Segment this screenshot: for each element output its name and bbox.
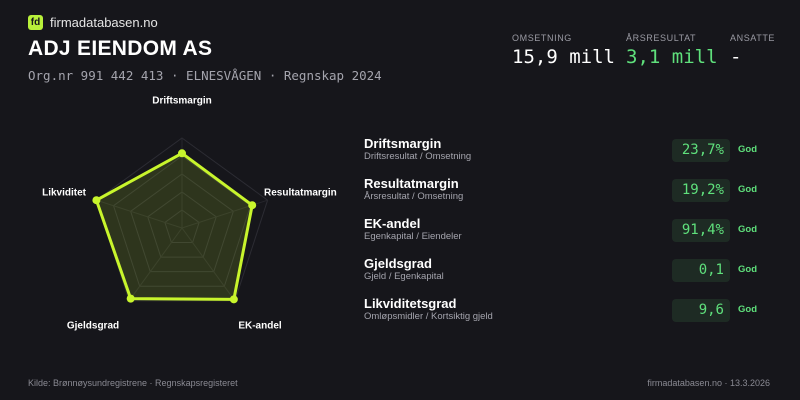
metric-value: 91,4% <box>672 219 730 242</box>
metric-name: EK-andel <box>364 216 421 231</box>
metric-value: 23,7% <box>672 139 730 162</box>
axis-spoke <box>96 199 183 229</box>
metric-rating: God <box>738 304 757 315</box>
grid-ring <box>164 209 200 244</box>
metric-name: Driftsmargin <box>364 136 442 151</box>
stat-label: ÅRSRESULTAT <box>626 33 697 43</box>
company-info: Org.nr 991 442 413 · ELNESVÅGEN · Regnsk… <box>28 68 382 83</box>
site-name: firmadatabasen.no <box>50 15 158 30</box>
axis-label: EK-andel <box>238 321 282 332</box>
metric-formula: Årsresultat / Omsetning <box>364 191 464 202</box>
axis-label: Resultatmargin <box>264 188 337 199</box>
metric-formula: Egenkapital / Eiendeler <box>364 231 462 242</box>
stat-value: - <box>730 46 742 68</box>
stat-value: 15,9 mill <box>512 46 615 68</box>
stat-value: 3,1 mill <box>626 46 718 68</box>
metric-name: Gjeldsgrad <box>364 256 432 271</box>
metric-value: 0,1 <box>672 259 730 282</box>
grid-ring <box>147 191 217 258</box>
radar-point <box>126 294 135 303</box>
metric-formula: Driftsresultat / Omsetning <box>364 151 472 162</box>
radar-point <box>92 196 101 205</box>
axis-label: Likviditet <box>42 188 87 199</box>
metric-value: 19,2% <box>672 179 730 202</box>
metric-rating: God <box>738 264 757 275</box>
grid-ring <box>112 155 252 287</box>
footer-site: firmadatabasen.no · 13.3.2026 <box>647 378 770 388</box>
stat-label: OMSETNING <box>512 33 572 43</box>
axis-label: Driftsmargin <box>152 96 211 107</box>
logo: fd <box>28 15 43 30</box>
axis-label: Gjeldsgrad <box>67 321 119 332</box>
radar-point <box>178 149 186 158</box>
radar-point <box>248 201 257 210</box>
metric-rating: God <box>738 144 757 155</box>
metric-rating: God <box>738 224 757 235</box>
source: Kilde: Brønnøysundregistrene · Regnskaps… <box>28 378 238 388</box>
metric-formula: Gjeld / Egenkapital <box>364 271 444 282</box>
stat-label: ANSATTE <box>730 33 776 43</box>
metric-name: Likviditetsgrad <box>364 296 457 311</box>
radar-point <box>229 295 238 304</box>
metric-name: Resultatmargin <box>364 176 459 191</box>
axis-spoke <box>128 227 183 302</box>
company-title: ADJ EIENDOM AS <box>28 37 213 60</box>
metric-value: 9,6 <box>672 299 730 322</box>
metric-formula: Omløpsmidler / Kortsiktig gjeld <box>364 311 493 322</box>
grid-ring <box>130 173 234 273</box>
metric-rating: God <box>738 184 757 195</box>
radar-chart: Driftsmargin Resultatmargin EK-andel Gjelds… <box>42 96 337 332</box>
grid-ring <box>95 137 269 302</box>
axis-spoke <box>181 227 236 302</box>
radar-area <box>94 151 254 301</box>
